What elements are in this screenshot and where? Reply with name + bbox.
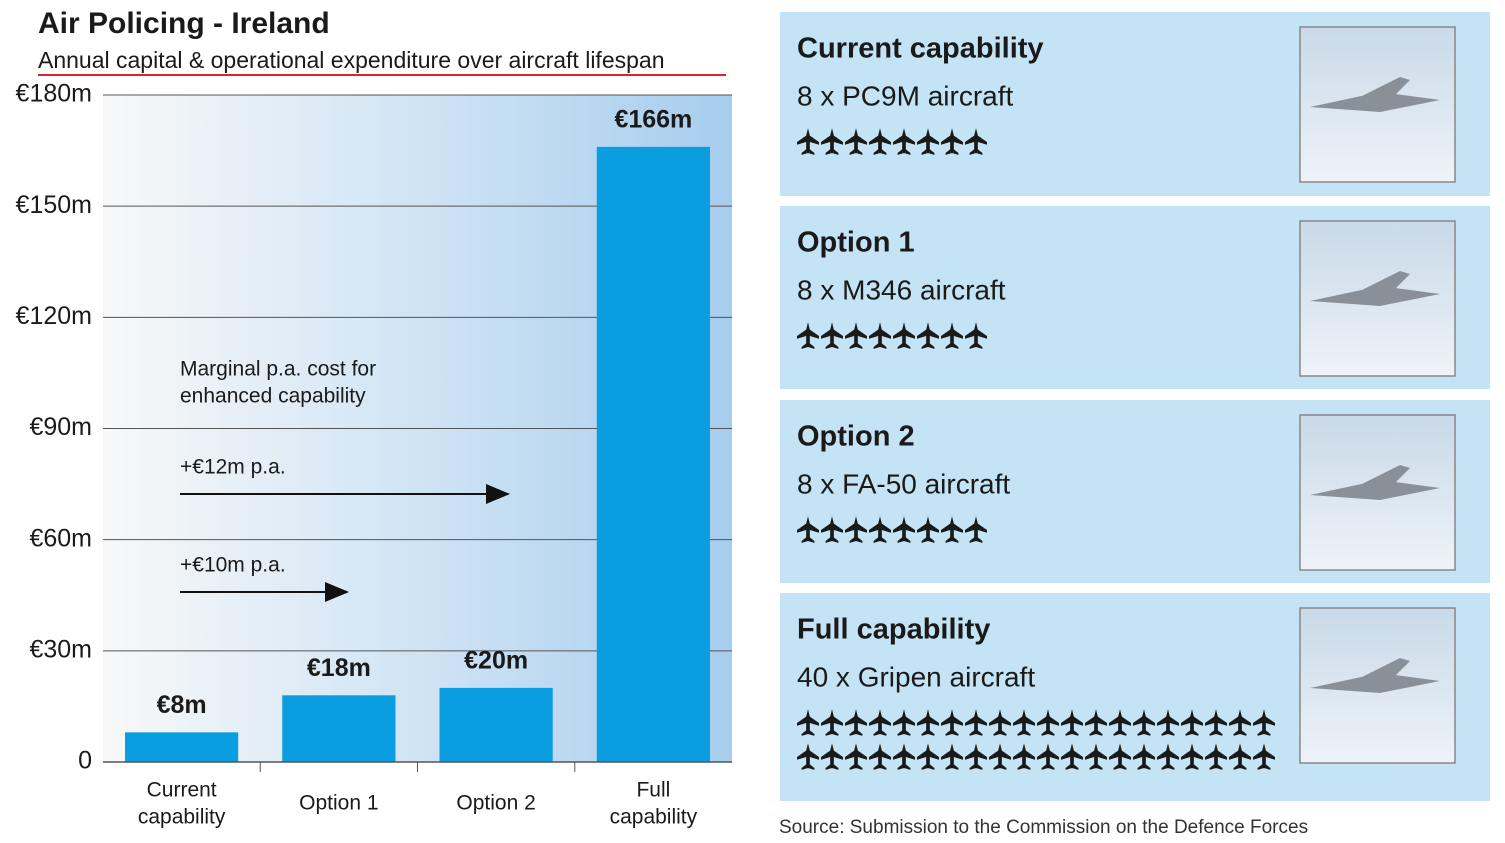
photo-aircraft bbox=[1310, 658, 1440, 693]
y-tick-label: 0 bbox=[78, 747, 92, 775]
x-tick-label: Option 1 bbox=[299, 792, 378, 815]
panel-subtitle: 8 x PC9M aircraft bbox=[797, 80, 1013, 111]
panel-subtitle: 8 x M346 aircraft bbox=[797, 274, 1006, 305]
panel-subtitle: 40 x Gripen aircraft bbox=[797, 661, 1035, 692]
value-label: €18m bbox=[307, 654, 371, 682]
bar bbox=[439, 687, 553, 762]
bar bbox=[125, 732, 239, 762]
annotation: Marginal p.a. cost for enhanced capabilit… bbox=[180, 357, 376, 407]
value-label: €8m bbox=[157, 691, 207, 719]
photo-aircraft bbox=[1310, 77, 1440, 112]
source: Source: Submission to the Commission on … bbox=[779, 817, 1308, 838]
panel-title: Full capability bbox=[797, 614, 990, 646]
y-tick-label: €90m bbox=[29, 413, 92, 441]
panel-title: Current capability bbox=[797, 33, 1044, 65]
panel-subtitle: 8 x FA-50 aircraft bbox=[797, 468, 1010, 499]
x-tick-label: Option 2 bbox=[456, 792, 535, 815]
x-tick-label: Full capability bbox=[610, 778, 698, 828]
bar bbox=[282, 695, 396, 762]
value-label: €20m bbox=[464, 646, 528, 674]
value-label: €166m bbox=[614, 105, 692, 133]
chart-subtitle: Annual capital & operational expenditure… bbox=[38, 47, 665, 73]
bar bbox=[596, 146, 710, 762]
y-tick-label: €30m bbox=[29, 635, 92, 663]
y-tick-label: €120m bbox=[16, 302, 92, 330]
annotation: +€12m p.a. bbox=[180, 456, 286, 479]
annotation: +€10m p.a. bbox=[180, 554, 286, 577]
panel-title: Option 1 bbox=[797, 227, 915, 259]
y-tick-label: €60m bbox=[29, 524, 92, 552]
chart-title: Air Policing - Ireland bbox=[38, 7, 330, 40]
photo-aircraft bbox=[1310, 465, 1440, 500]
x-tick-label: Current capability bbox=[138, 778, 226, 828]
y-tick-label: €150m bbox=[16, 191, 92, 219]
panel-title: Option 2 bbox=[797, 421, 915, 453]
y-tick-label: €180m bbox=[16, 80, 92, 108]
photo-aircraft bbox=[1310, 271, 1440, 306]
